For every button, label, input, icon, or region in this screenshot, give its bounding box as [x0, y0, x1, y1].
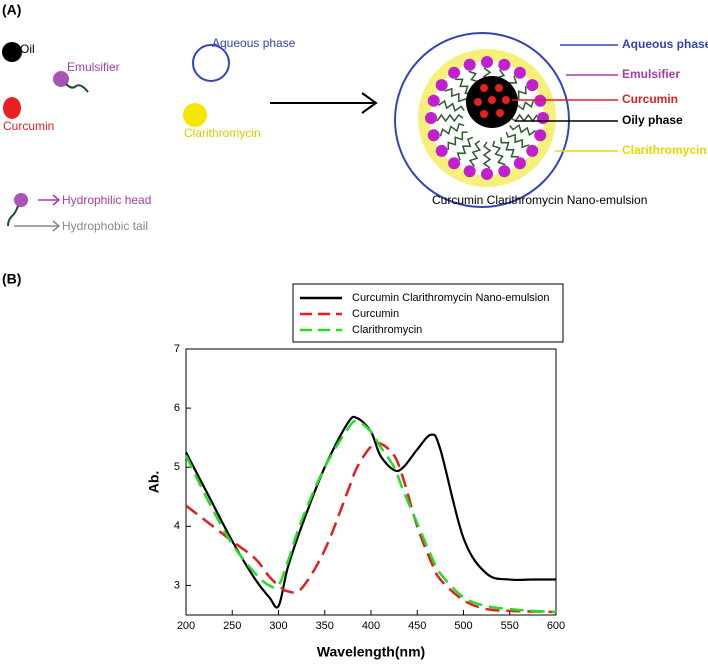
legend-head — [14, 193, 28, 207]
x-tick-label: 600 — [547, 620, 565, 632]
emulsifier-head — [537, 112, 549, 124]
oil-label: Oil — [20, 42, 35, 56]
nano-label: Oily phase — [622, 113, 683, 127]
emulsifier-head — [448, 66, 461, 79]
tail — [444, 87, 469, 105]
emulsifier-head — [53, 71, 69, 87]
emulsifier-head — [463, 165, 476, 178]
nano-label: Emulsifier — [622, 67, 680, 81]
hydrophobic-label: Hydrophobic tail — [62, 219, 148, 233]
emulsifier-head — [448, 157, 461, 170]
clarithromycin-label: Clarithromycin — [184, 126, 261, 140]
emulsifier-head — [526, 144, 539, 157]
y-tick-label: 4 — [174, 520, 180, 532]
x-tick-label: 450 — [408, 620, 426, 632]
oil-drop — [2, 42, 22, 62]
legend: Curcumin Clarithromycin Nano-emulsion Cur… — [292, 283, 564, 343]
tail — [491, 140, 506, 166]
arrow-head — [361, 92, 378, 114]
curcumin-dot — [502, 96, 510, 104]
x-tick-label: 500 — [454, 620, 472, 632]
x-tick-label: 350 — [316, 620, 334, 632]
legend-label: Curcumin Clarithromycin Nano-emulsion — [352, 292, 549, 304]
nano-label: Clarithromycin — [622, 143, 707, 157]
curcumin-drop — [3, 97, 21, 119]
y-axis-label: Ab. — [146, 471, 162, 494]
x-tick-label: 300 — [269, 620, 287, 632]
tail — [468, 140, 481, 167]
hydrophilic-label: Hydrophilic head — [62, 193, 151, 207]
y-tick-label: 7 — [174, 343, 180, 355]
emulsifier-tail — [65, 83, 89, 93]
curcumin-dot — [480, 110, 488, 118]
series-line — [184, 419, 557, 614]
nano-emulsion — [394, 32, 570, 208]
emulsifier-head — [481, 168, 493, 180]
y-tick-label: 3 — [174, 579, 180, 591]
x-tick-label: 550 — [501, 620, 519, 632]
emulsifier-head — [498, 58, 511, 71]
legend-label: Clarithromycin — [352, 324, 422, 336]
emulsifier-head — [435, 144, 448, 157]
emulsifier-head — [534, 129, 547, 142]
tail — [509, 124, 536, 137]
legend-tail — [7, 205, 19, 227]
emulsifier-head — [526, 79, 539, 92]
emulsifier-head — [427, 129, 440, 142]
clarithromycin-drop — [183, 103, 207, 127]
y-tick-label: 5 — [174, 461, 180, 473]
tail — [447, 131, 468, 150]
emulsifier-head — [481, 56, 493, 68]
panel-label: (A) — [2, 2, 21, 18]
emulsifier-head — [435, 79, 448, 92]
panel-label: (B) — [2, 271, 21, 287]
emulsifier-head — [463, 58, 476, 71]
series-line — [185, 415, 556, 609]
x-tick-label: 250 — [223, 620, 241, 632]
emulsifier-head — [425, 112, 437, 124]
x-tick-label: 400 — [362, 620, 380, 632]
chart: 3 4 5 6 7 200 250 300 350 400 450 500 550 600 Waveleng… — [146, 283, 565, 660]
curcumin-dot — [495, 84, 503, 92]
caption: Curcumin Clarithromycin Nano-emulsion — [432, 193, 647, 207]
tail — [439, 122, 465, 137]
tail — [456, 136, 474, 161]
curcumin-label: Curcumin — [3, 119, 54, 133]
curcumin-dot — [496, 109, 504, 117]
x-tick-label: 200 — [177, 620, 195, 632]
nano-labels: Aqueous phase Emulsifier Curcumin Oily phas… — [512, 37, 708, 157]
series-line — [185, 441, 557, 614]
emulsifier-head — [513, 157, 526, 170]
curcumin-dot — [488, 96, 496, 104]
curcumin-dot — [474, 98, 482, 106]
emulsifier-head — [498, 165, 511, 178]
y-tick-label: 6 — [174, 402, 180, 414]
curcumin-dot — [480, 84, 488, 92]
tail — [436, 113, 464, 123]
tail — [505, 131, 530, 149]
arrow-head — [52, 220, 61, 232]
arrow-head — [52, 194, 61, 206]
legend-label: Curcumin — [352, 308, 399, 320]
emulsifier-label: Emulsifier — [67, 60, 120, 74]
x-axis-label: Wavelength(nm) — [317, 644, 425, 660]
emulsifier-head — [427, 94, 440, 107]
plot-frame — [185, 348, 557, 616]
tail — [482, 141, 492, 169]
nano-label: Aqueous phase — [622, 37, 708, 51]
aqueous-label: Aqueous phase — [212, 36, 296, 50]
tail — [500, 137, 519, 158]
nano-label: Curcumin — [622, 92, 678, 106]
emulsifier-head — [513, 66, 526, 79]
aqueous-drop — [192, 44, 230, 82]
tail — [438, 99, 465, 112]
